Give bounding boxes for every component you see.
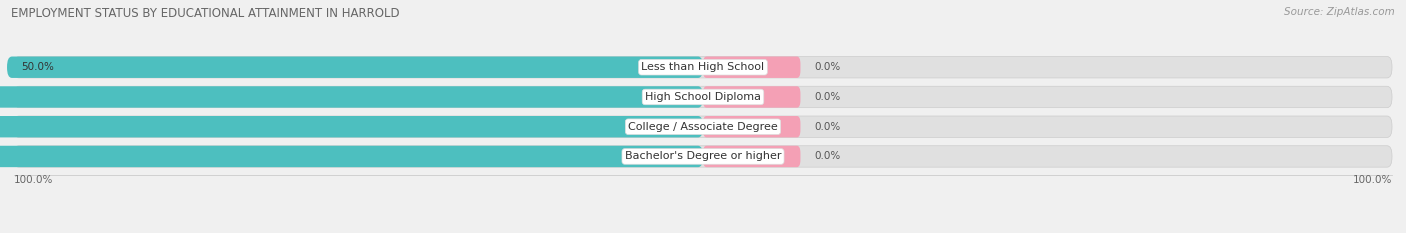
Text: 0.0%: 0.0%	[814, 62, 841, 72]
FancyBboxPatch shape	[14, 146, 1392, 167]
Text: 0.0%: 0.0%	[814, 92, 841, 102]
Text: 0.0%: 0.0%	[814, 122, 841, 132]
Text: Source: ZipAtlas.com: Source: ZipAtlas.com	[1284, 7, 1395, 17]
FancyBboxPatch shape	[0, 116, 703, 137]
FancyBboxPatch shape	[703, 57, 800, 78]
FancyBboxPatch shape	[703, 146, 800, 167]
FancyBboxPatch shape	[14, 57, 1392, 78]
Text: EMPLOYMENT STATUS BY EDUCATIONAL ATTAINMENT IN HARROLD: EMPLOYMENT STATUS BY EDUCATIONAL ATTAINM…	[11, 7, 399, 20]
FancyBboxPatch shape	[14, 86, 1392, 108]
FancyBboxPatch shape	[7, 57, 703, 78]
FancyBboxPatch shape	[703, 86, 800, 108]
FancyBboxPatch shape	[703, 116, 800, 137]
FancyBboxPatch shape	[0, 86, 703, 108]
Text: High School Diploma: High School Diploma	[645, 92, 761, 102]
Text: 50.0%: 50.0%	[21, 62, 53, 72]
Text: 100.0%: 100.0%	[14, 175, 53, 185]
FancyBboxPatch shape	[14, 116, 1392, 137]
Text: Less than High School: Less than High School	[641, 62, 765, 72]
Text: Bachelor's Degree or higher: Bachelor's Degree or higher	[624, 151, 782, 161]
Text: 0.0%: 0.0%	[814, 151, 841, 161]
Text: College / Associate Degree: College / Associate Degree	[628, 122, 778, 132]
FancyBboxPatch shape	[0, 146, 703, 167]
Legend: In Labor Force, Unemployed: In Labor Force, Unemployed	[605, 230, 801, 233]
Text: 100.0%: 100.0%	[1353, 175, 1392, 185]
